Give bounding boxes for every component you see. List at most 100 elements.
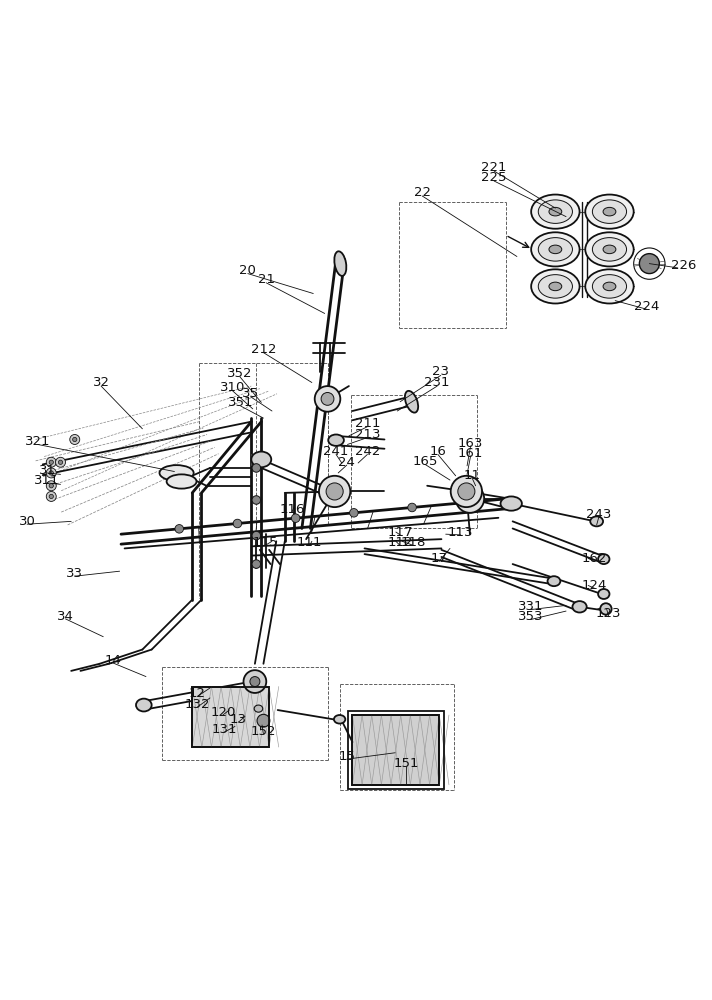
Bar	[192, 687, 269, 747]
Ellipse shape	[592, 275, 627, 298]
Text: 22: 22	[414, 186, 431, 199]
Ellipse shape	[531, 269, 580, 303]
Ellipse shape	[538, 275, 572, 298]
Text: 211: 211	[355, 417, 380, 430]
Circle shape	[408, 503, 417, 512]
Circle shape	[49, 484, 53, 488]
Circle shape	[291, 514, 300, 522]
Circle shape	[244, 670, 266, 693]
Circle shape	[250, 677, 260, 687]
Circle shape	[58, 460, 63, 464]
Circle shape	[49, 471, 53, 475]
Text: 123: 123	[596, 607, 622, 620]
Bar	[192, 687, 269, 747]
Ellipse shape	[549, 282, 562, 291]
Circle shape	[234, 519, 242, 528]
Text: 20: 20	[239, 264, 256, 277]
Ellipse shape	[501, 496, 522, 511]
Bar	[352, 715, 439, 785]
Ellipse shape	[600, 603, 612, 615]
Circle shape	[252, 560, 261, 568]
Ellipse shape	[598, 554, 609, 564]
Circle shape	[46, 468, 56, 478]
Circle shape	[257, 714, 270, 727]
Ellipse shape	[167, 474, 197, 489]
Ellipse shape	[254, 705, 263, 712]
Text: 31: 31	[38, 464, 56, 477]
Text: 12: 12	[189, 687, 206, 700]
Text: 224: 224	[634, 300, 659, 313]
Text: 311: 311	[34, 474, 60, 487]
Text: 162: 162	[582, 552, 607, 565]
Ellipse shape	[136, 699, 152, 711]
Text: 124: 124	[582, 579, 607, 592]
Text: 161: 161	[458, 447, 483, 460]
Text: 231: 231	[424, 376, 450, 389]
Text: 112: 112	[387, 536, 413, 549]
Circle shape	[49, 494, 53, 499]
Circle shape	[70, 434, 80, 444]
Ellipse shape	[572, 601, 587, 612]
Text: 115: 115	[252, 536, 278, 549]
Circle shape	[49, 460, 53, 464]
Circle shape	[463, 491, 477, 506]
Ellipse shape	[598, 589, 609, 599]
Ellipse shape	[251, 452, 271, 467]
Text: 117: 117	[387, 526, 413, 539]
Ellipse shape	[531, 232, 580, 266]
Text: 11: 11	[464, 469, 481, 482]
Text: 113: 113	[448, 526, 473, 539]
Ellipse shape	[549, 207, 562, 216]
Bar	[348, 711, 444, 789]
Ellipse shape	[603, 282, 616, 291]
Text: 226: 226	[671, 259, 696, 272]
Ellipse shape	[585, 269, 634, 303]
Ellipse shape	[585, 195, 634, 229]
Ellipse shape	[335, 251, 346, 276]
Text: 17: 17	[431, 552, 448, 565]
Text: 21: 21	[258, 273, 275, 286]
Text: 151: 151	[393, 757, 419, 770]
Circle shape	[252, 496, 261, 504]
Circle shape	[315, 386, 340, 412]
Circle shape	[175, 525, 184, 533]
Text: 120: 120	[210, 706, 236, 719]
Ellipse shape	[603, 245, 616, 254]
Text: 331: 331	[518, 600, 543, 613]
Text: 241: 241	[323, 445, 349, 458]
Text: 118: 118	[401, 536, 426, 549]
Circle shape	[639, 254, 659, 274]
Ellipse shape	[592, 238, 627, 261]
Ellipse shape	[538, 238, 572, 261]
Ellipse shape	[538, 200, 572, 223]
Bar	[352, 715, 439, 785]
Ellipse shape	[334, 715, 345, 724]
Circle shape	[451, 476, 482, 507]
Circle shape	[46, 457, 56, 467]
Circle shape	[73, 437, 77, 442]
Text: 35: 35	[242, 387, 259, 400]
Ellipse shape	[548, 576, 560, 586]
Text: 225: 225	[481, 171, 507, 184]
Text: 131: 131	[211, 723, 237, 736]
Circle shape	[350, 509, 358, 517]
Text: 24: 24	[338, 456, 355, 469]
Ellipse shape	[603, 207, 616, 216]
Text: 321: 321	[25, 435, 51, 448]
Ellipse shape	[585, 232, 634, 266]
Text: 353: 353	[518, 610, 543, 623]
Ellipse shape	[159, 465, 194, 481]
Circle shape	[252, 531, 261, 540]
Text: 163: 163	[458, 437, 483, 450]
Circle shape	[56, 457, 66, 467]
Circle shape	[326, 483, 343, 500]
Text: 111: 111	[297, 536, 323, 549]
Text: 152: 152	[251, 725, 276, 738]
Ellipse shape	[590, 516, 603, 526]
Text: 13: 13	[230, 713, 247, 726]
Text: 213: 213	[355, 428, 381, 441]
Text: 132: 132	[184, 698, 210, 711]
Text: 16: 16	[429, 445, 446, 458]
Ellipse shape	[549, 245, 562, 254]
Text: 23: 23	[432, 365, 449, 378]
